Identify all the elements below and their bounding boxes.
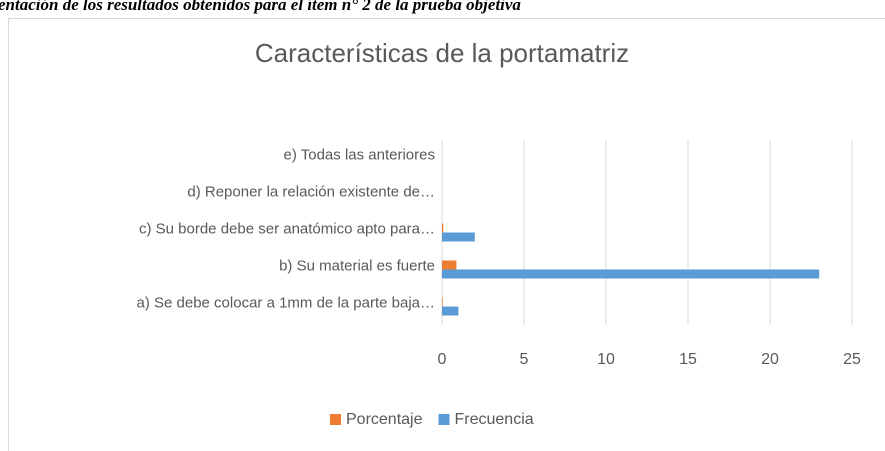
y-tick-label: b) Su material es fuerte (279, 257, 435, 274)
legend-label: Porcentaje (346, 411, 423, 428)
legend-swatch (438, 414, 450, 425)
y-tick-label: d) Reponer la relación existente de… (187, 183, 435, 200)
bar (442, 260, 457, 270)
bar (442, 269, 820, 279)
legend-swatch (330, 414, 341, 425)
x-tick-label: 10 (597, 351, 615, 368)
chart-title: Características de la portamatriz (255, 38, 629, 68)
x-tick-label: 15 (679, 351, 697, 368)
x-tick-label: 20 (761, 351, 779, 368)
x-tick-label: 25 (843, 351, 861, 368)
x-tick-label: 0 (438, 351, 447, 368)
y-tick-label: e) Todas las anteriores (284, 146, 435, 163)
y-tick-label: a) Se debe colocar a 1mm de la parte baj… (137, 294, 436, 311)
bar (442, 306, 459, 316)
y-tick-label: c) Su borde debe ser anatómico apto para… (139, 220, 435, 237)
x-tick-label: 5 (520, 351, 529, 368)
bar (442, 223, 444, 233)
caption: entación de los resultados obtenidos par… (0, 0, 521, 14)
bar (442, 232, 475, 242)
bar (442, 297, 443, 307)
legend-label: Frecuencia (455, 411, 534, 428)
